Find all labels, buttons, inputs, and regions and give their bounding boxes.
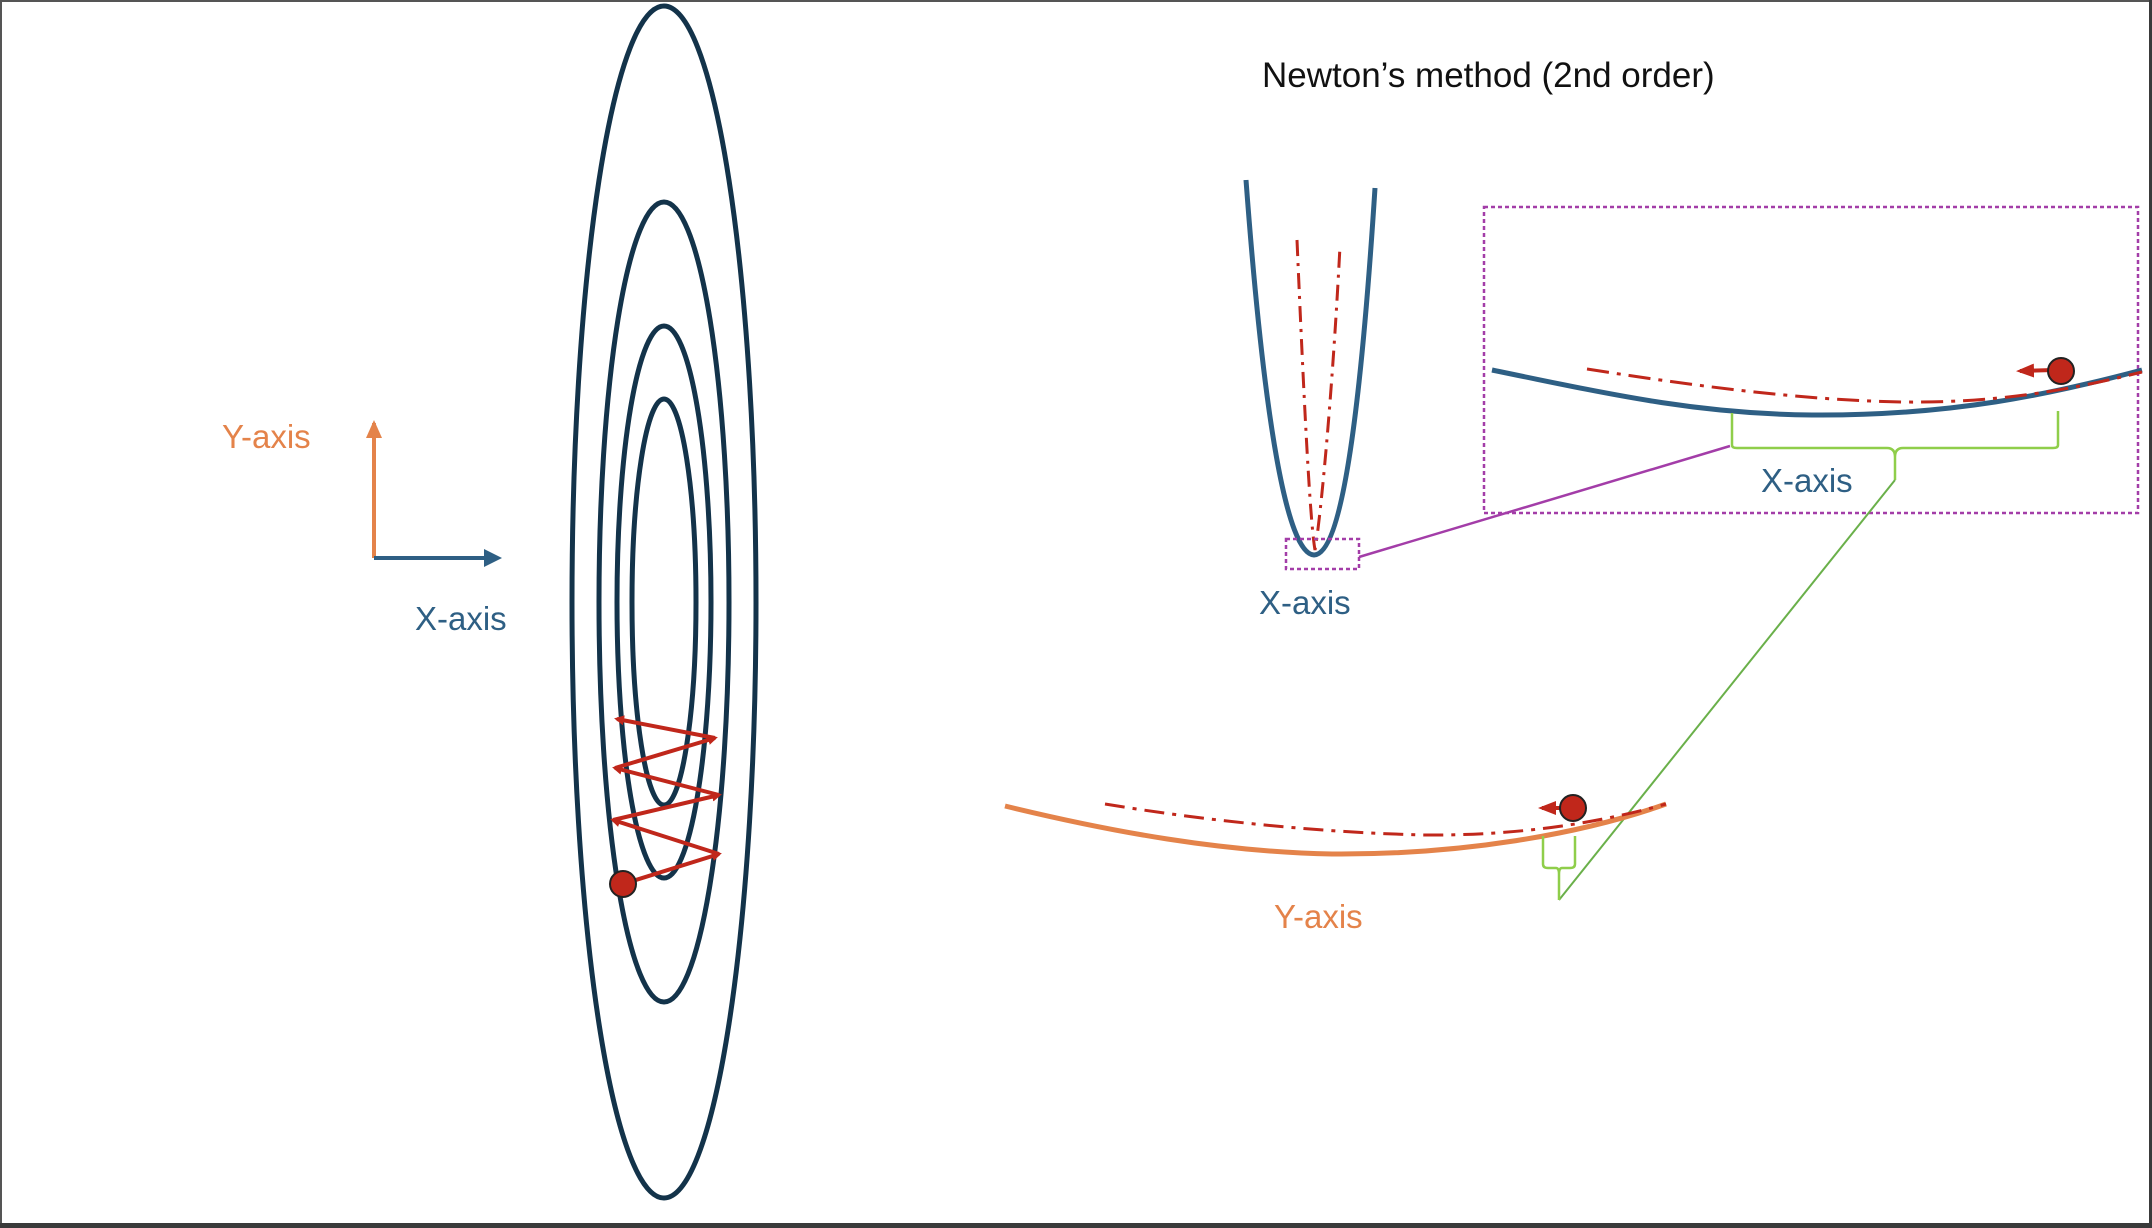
- zoom-box-large: [1482, 205, 2140, 515]
- x-zoom-label: X-axis: [1761, 462, 1853, 499]
- y-brace: [1541, 836, 1577, 900]
- x-zoom-curve: [1491, 367, 2143, 418]
- y-curve-label: Y-axis: [1274, 898, 1363, 935]
- y-curve-point: [1559, 794, 1587, 822]
- x-parabola: [1243, 179, 1378, 558]
- y-curve-tangent: [1104, 802, 1667, 837]
- start-point: [609, 870, 637, 898]
- contour-ellipse-2: [596, 199, 732, 1005]
- x-zoom-brace: [1730, 411, 2060, 480]
- x-zoom-tangent: [1586, 367, 2143, 404]
- x-parabola-approx: [1295, 239, 1342, 551]
- x-zoom-point: [2047, 357, 2075, 385]
- contour-ellipses: [569, 3, 759, 1201]
- x-curve-label: X-axis: [1259, 584, 1351, 621]
- zoom-box-small: [1284, 537, 1361, 571]
- legend-y-arrowhead: [366, 420, 382, 438]
- contour-ellipse-1: [569, 3, 759, 1201]
- brace-connector: [1558, 479, 1896, 901]
- contour-ellipse-4: [629, 396, 699, 808]
- legend-y-label: Y-axis: [222, 418, 311, 455]
- zoom-connector: [1358, 444, 1731, 559]
- legend-x-arrowhead: [484, 549, 502, 567]
- contour-ellipse-3: [614, 323, 714, 881]
- legend-x-label: X-axis: [415, 600, 507, 637]
- y-curve: [1004, 801, 1667, 857]
- figure-title: Newton’s method (2nd order): [1262, 56, 1715, 95]
- zigzag-path: [610, 715, 722, 886]
